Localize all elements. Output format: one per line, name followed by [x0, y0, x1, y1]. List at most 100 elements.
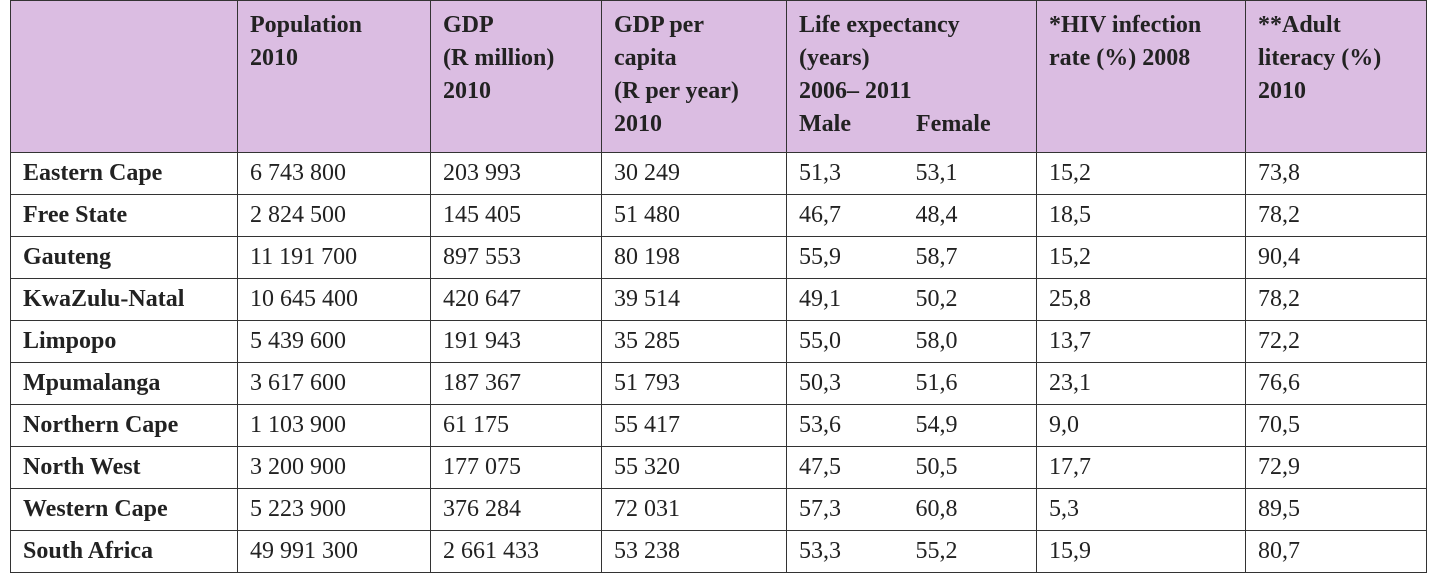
cell: 49 991 300 [237, 530, 431, 573]
life-subheaders: Male Female [799, 108, 1036, 141]
cell: 3 200 900 [237, 446, 431, 489]
header-cell: GDP (R million) 2010 [430, 0, 602, 153]
cell: 61 175 [430, 404, 602, 447]
cell: 55,9 [786, 236, 904, 279]
cell: 50,2 [903, 278, 1037, 321]
cell: 17,7 [1036, 446, 1246, 489]
subheader: Male [799, 111, 851, 137]
cell: 46,7 [786, 194, 904, 237]
row-label: Free State [10, 194, 238, 237]
cell: 145 405 [430, 194, 602, 237]
cell: 51,6 [903, 362, 1037, 405]
cell: 51 793 [601, 362, 787, 405]
cell: 376 284 [430, 488, 602, 531]
cell: 51,3 [786, 152, 904, 195]
cell: 13,7 [1036, 320, 1246, 363]
cell: 5 223 900 [237, 488, 431, 531]
cell: 53,1 [903, 152, 1037, 195]
data-table: Population 2010 GDP (R million) 2010 GDP p… [10, 0, 1427, 573]
cell: 177 075 [430, 446, 602, 489]
header-text: Population 2010 [250, 12, 363, 71]
cell: 10 645 400 [237, 278, 431, 321]
table-row: Western Cape 5 223 900 376 284 72 031 57,3 60… [10, 488, 1427, 531]
cell: 58,7 [903, 236, 1037, 279]
header-text: Life expectancy (years) 2006– 2011 [799, 12, 960, 104]
cell: 76,6 [1245, 362, 1427, 405]
cell: 47,5 [786, 446, 904, 489]
row-label: Gauteng [10, 236, 238, 279]
header-row: Population 2010 GDP (R million) 2010 GDP p… [10, 0, 1427, 153]
row-label: Northern Cape [10, 404, 238, 447]
table-row: Free State 2 824 500 145 405 51 480 46,7 48,4… [10, 194, 1427, 237]
table-row: Limpopo 5 439 600 191 943 35 285 55,0 58,0 13,… [10, 320, 1427, 363]
cell: 2 824 500 [237, 194, 431, 237]
cell: 72,2 [1245, 320, 1427, 363]
cell: 51 480 [601, 194, 787, 237]
cell: 72 031 [601, 488, 787, 531]
header-cell: *HIV infection rate (%) 2008 [1036, 0, 1246, 153]
header-text: GDP per capita (R per year) 2010 [614, 12, 739, 137]
cell: 30 249 [601, 152, 787, 195]
row-label: Western Cape [10, 488, 238, 531]
cell: 89,5 [1245, 488, 1427, 531]
cell: 53,3 [786, 530, 904, 573]
cell: 58,0 [903, 320, 1037, 363]
cell: 72,9 [1245, 446, 1427, 489]
cell: 1 103 900 [237, 404, 431, 447]
cell: 23,1 [1036, 362, 1246, 405]
table-header: Population 2010 GDP (R million) 2010 GDP p… [10, 0, 1427, 153]
subheader: Female [916, 111, 991, 137]
table-row: Gauteng 11 191 700 897 553 80 198 55,9 58,7 15… [10, 236, 1427, 279]
cell: 53 238 [601, 530, 787, 573]
cell: 2 661 433 [430, 530, 602, 573]
cell: 203 993 [430, 152, 602, 195]
cell: 18,5 [1036, 194, 1246, 237]
row-label: Limpopo [10, 320, 238, 363]
row-label: Mpumalanga [10, 362, 238, 405]
cell: 191 943 [430, 320, 602, 363]
cell: 420 647 [430, 278, 602, 321]
cell: 25,8 [1036, 278, 1246, 321]
header-cell: Life expectancy (years) 2006– 2011 Male Fe… [786, 0, 1037, 153]
row-label: South Africa [10, 530, 238, 573]
table-row: South Africa 49 991 300 2 661 433 53 238 53,… [10, 530, 1427, 573]
cell: 57,3 [786, 488, 904, 531]
cell: 80 198 [601, 236, 787, 279]
cell: 187 367 [430, 362, 602, 405]
cell: 35 285 [601, 320, 787, 363]
table-row: North West 3 200 900 177 075 55 320 47,5 50,5… [10, 446, 1427, 489]
cell: 73,8 [1245, 152, 1427, 195]
header-cell: Population 2010 [237, 0, 431, 153]
row-label: North West [10, 446, 238, 489]
cell: 9,0 [1036, 404, 1246, 447]
row-label: KwaZulu-Natal [10, 278, 238, 321]
cell: 5,3 [1036, 488, 1246, 531]
table-row: Mpumalanga 3 617 600 187 367 51 793 50,3 51,6… [10, 362, 1427, 405]
cell: 15,9 [1036, 530, 1246, 573]
cell: 78,2 [1245, 194, 1427, 237]
header-text: GDP (R million) 2010 [443, 12, 555, 104]
header-cell: **Adult literacy (%) 2010 [1245, 0, 1427, 153]
cell: 55 417 [601, 404, 787, 447]
cell: 15,2 [1036, 152, 1246, 195]
table-row: Eastern Cape 6 743 800 203 993 30 249 51,3 53… [10, 152, 1427, 195]
cell: 55 320 [601, 446, 787, 489]
row-label: Eastern Cape [10, 152, 238, 195]
header-text: **Adult literacy (%) 2010 [1258, 12, 1382, 104]
cell: 78,2 [1245, 278, 1427, 321]
cell: 70,5 [1245, 404, 1427, 447]
cell: 897 553 [430, 236, 602, 279]
cell: 55,0 [786, 320, 904, 363]
cell: 11 191 700 [237, 236, 431, 279]
cell: 60,8 [903, 488, 1037, 531]
cell: 50,3 [786, 362, 904, 405]
cell: 49,1 [786, 278, 904, 321]
cell: 53,6 [786, 404, 904, 447]
table-body: Eastern Cape 6 743 800 203 993 30 249 51,3 53… [10, 152, 1427, 573]
cell: 6 743 800 [237, 152, 431, 195]
cell: 80,7 [1245, 530, 1427, 573]
cell: 39 514 [601, 278, 787, 321]
cell: 48,4 [903, 194, 1037, 237]
cell: 55,2 [903, 530, 1037, 573]
table-row: KwaZulu-Natal 10 645 400 420 647 39 514 49,1… [10, 278, 1427, 321]
